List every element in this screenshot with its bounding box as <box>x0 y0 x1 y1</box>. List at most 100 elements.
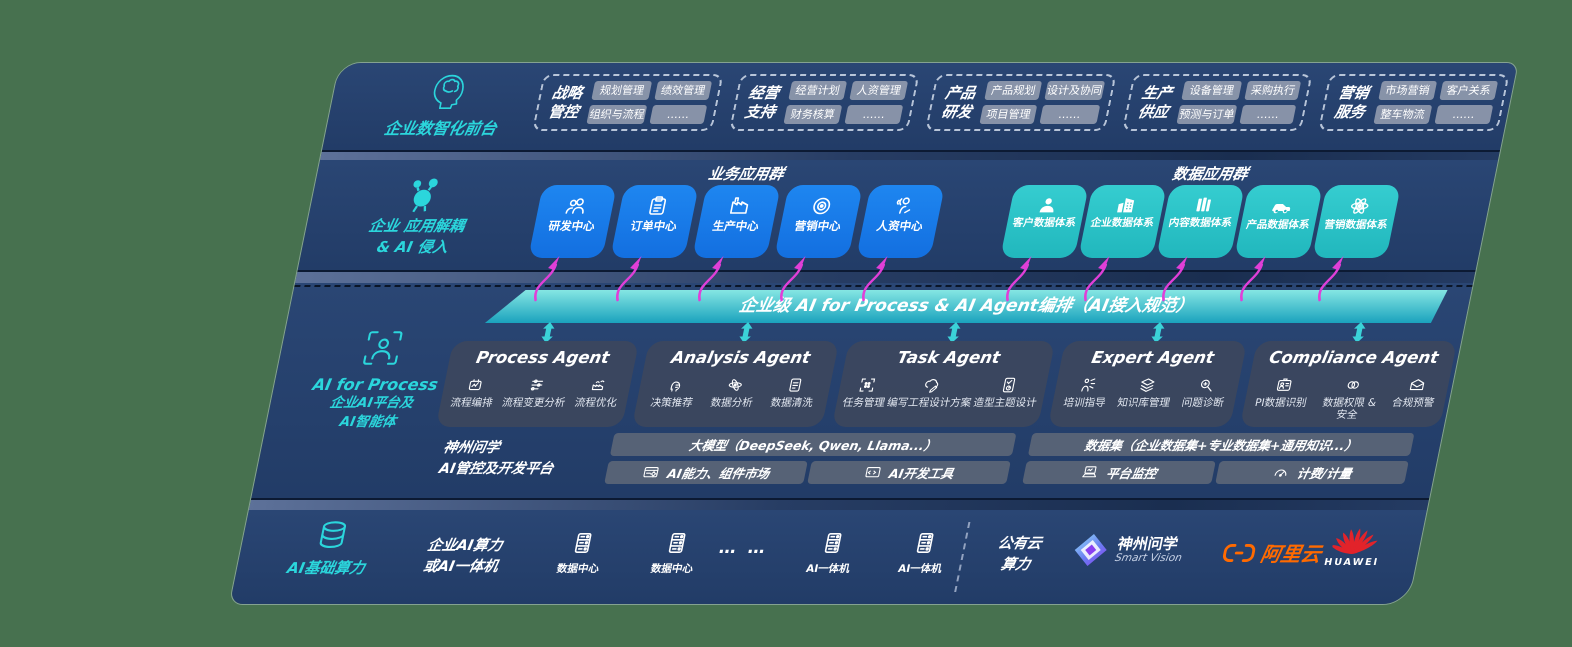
group-operations: 经营支持 经营计划 人资管理 财务核算 …… <box>728 74 920 131</box>
aliyun-label: 阿里云 <box>1258 542 1324 566</box>
group-title: 营销服务 <box>1333 83 1371 121</box>
flow-change-icon <box>530 378 544 391</box>
task-grid-icon <box>859 377 876 392</box>
data-box-marketing: 营销数据体系 <box>1312 185 1401 258</box>
tag: 市场营销 <box>1377 81 1437 100</box>
tag: 项目管理 <box>979 105 1038 124</box>
tag: 规划管理 <box>591 81 653 100</box>
agent-card-compliance: Compliance Agent PI数据识别 数据权限 & 安全 合规预警 <box>1239 341 1458 427</box>
agent-item: PI数据识别 <box>1254 374 1312 409</box>
link-arrow <box>539 322 557 343</box>
app-box-label: 订单中心 <box>629 219 679 233</box>
agent-item: 编写工程设计方案 <box>886 374 977 409</box>
aliyun-bracket-icon <box>1223 543 1256 562</box>
agent-item: 数据清洗 <box>769 374 818 409</box>
group-strategy: 战略管控 规划管理 绩效管理 组织与流程 …… <box>531 74 724 131</box>
agent-title: Expert Agent <box>1089 348 1216 367</box>
capability-market-bar: AI能力、组件市场 <box>604 461 808 484</box>
decoupling-label-line1: 企业 应用解耦 <box>367 217 467 235</box>
agent-item-label: 决策推荐 <box>649 396 694 409</box>
data-box-customer: 客户数据体系 <box>1000 185 1089 258</box>
architecture-panel: 企业数智化前台 战略管控 规划管理 绩效管理 组织与流程 …… 经营支持 经营计… <box>228 62 1520 605</box>
layers-icon <box>1140 377 1155 392</box>
shenzhou-cn-label: 神州问学 <box>1116 534 1180 553</box>
agent-item: 造型主题设计 <box>972 374 1042 409</box>
agent-item: 任务管理 <box>842 374 891 409</box>
brain-head-icon <box>433 74 464 110</box>
atom-icon <box>728 378 742 391</box>
agent-title: Compliance Agent <box>1267 348 1441 367</box>
agent-item: 合规预警 <box>1391 374 1440 409</box>
group-title: 生产供应 <box>1136 83 1174 121</box>
data-box-content: 内容数据体系 <box>1156 185 1245 258</box>
platform-label-line1: 企业AI平台及 <box>328 395 415 411</box>
platform-label-line2: AI智能体 <box>338 413 398 430</box>
monitor-icon <box>1082 466 1097 478</box>
public-cloud-line2: 算力 <box>999 557 1032 574</box>
tag: …… <box>844 105 904 124</box>
tag: 采购执行 <box>1244 81 1302 100</box>
node-ai-appliance: AI一体机 <box>791 530 870 576</box>
huawei-label: HUAWEI <box>1323 557 1381 568</box>
tag: 组织与流程 <box>586 105 648 124</box>
factory-icon <box>729 197 749 214</box>
molecule-icon <box>412 178 438 213</box>
order-icon <box>649 196 667 215</box>
content-files-icon <box>1196 197 1211 212</box>
infrastructure-band: AI基础算力 企业AI算力 或AI一体机 数据中心 数据中心 … … AI一体机… <box>229 510 1427 604</box>
huawei-flower-icon <box>1331 528 1378 554</box>
app-box-hr-center: 人资中心 <box>856 185 945 258</box>
car-icon <box>1272 204 1291 214</box>
node-datacenter: 数据中心 <box>635 530 714 576</box>
shelf-divider <box>248 498 1430 510</box>
tag: …… <box>1239 105 1297 124</box>
decoupling-side: 企业 应用解耦 & AI 侵入 <box>326 174 511 258</box>
monitor-bar-label: 平台监控 <box>1104 466 1158 481</box>
data-group-title: 数据应用群 <box>1170 165 1250 183</box>
shenzhou-en-label: Smart Vision <box>1113 552 1183 565</box>
shelf-divider <box>320 150 1501 160</box>
data-box-label: 营销数据体系 <box>1323 219 1389 231</box>
application-band: 企业 应用解耦 & AI 侵入 业务应用群 数据应用群 研发中心 订单中心 生产… <box>297 160 1499 270</box>
node-label: 数据中心 <box>555 563 601 575</box>
app-box-order-center: 订单中心 <box>610 185 699 258</box>
front-office-side: 企业数智化前台 <box>358 67 533 139</box>
capability-icon <box>643 467 659 478</box>
link-arrow <box>737 322 755 343</box>
group-production-supply: 生产供应 设备管理 采购执行 预测与订单 …… <box>1121 74 1313 131</box>
huawei-logo: HUAWEI <box>1323 524 1387 568</box>
agent-item: 流程优化 <box>574 374 623 409</box>
compute-label-line1: 企业AI算力 <box>425 538 504 554</box>
devtools-bar: AI开发工具 <box>807 461 1011 484</box>
diamond-logo-icon <box>1074 534 1107 566</box>
agent-card-process: Process Agent 流程编排 流程变更分析 流程优化 <box>435 341 640 427</box>
tag: 产品规划 <box>984 81 1042 100</box>
agent-item: 数据分析 <box>709 374 758 409</box>
data-box-label: 客户数据体系 <box>1011 217 1077 229</box>
agent-item: 数据权限 & 安全 <box>1314 374 1387 421</box>
devtools-bar-label: AI开发工具 <box>887 466 955 481</box>
database-icon <box>319 521 347 549</box>
server-icon <box>824 532 842 554</box>
app-box-label: 营销中心 <box>793 219 843 233</box>
ai-for-process-label: AI for Process <box>311 375 440 394</box>
group-title: 经营支持 <box>743 83 781 121</box>
agent-title: Task Agent <box>895 348 1003 367</box>
ellipsis: … … <box>717 538 771 558</box>
gauge-icon <box>1274 469 1287 477</box>
rings-icon <box>1347 380 1359 389</box>
dev-platform-row: 神州问学 AI管控及开发平台 大模型（DeepSeek, Qwen, Llama… <box>254 433 1442 484</box>
data-box-label: 企业数据体系 <box>1089 217 1155 229</box>
model-tools-group: 大模型（DeepSeek, Qwen, Llama...） AI能力、组件市场 … <box>604 433 1017 484</box>
tag: 人资管理 <box>849 81 909 100</box>
tag: 绩效管理 <box>654 81 712 100</box>
training-icon <box>1081 377 1096 392</box>
link-arrow <box>945 322 963 343</box>
diagnose-icon <box>1201 379 1212 392</box>
public-cloud-line1: 公有云 <box>996 536 1044 552</box>
group-title: 战略管控 <box>546 83 585 121</box>
agent-item: 知识库管理 <box>1116 374 1176 409</box>
tag: 财务核算 <box>783 105 843 124</box>
app-box-marketing-center: 营销中心 <box>774 185 863 258</box>
agent-item-label: 任务管理 <box>841 396 887 409</box>
